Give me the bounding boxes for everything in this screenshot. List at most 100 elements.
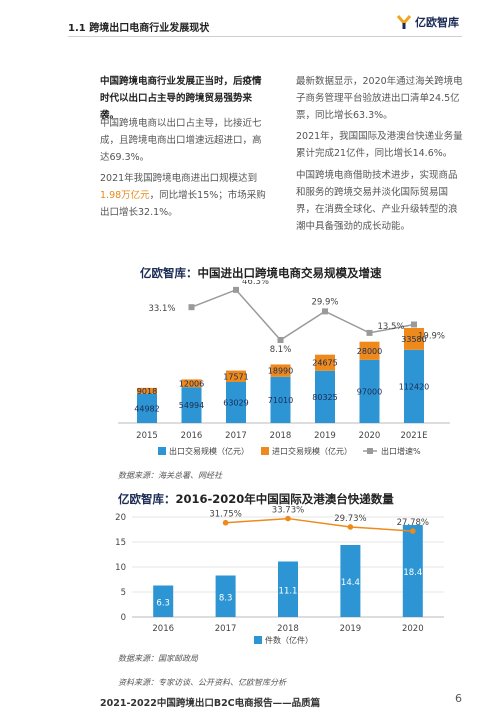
chart2-bar [402, 525, 423, 617]
chart1-import-bar [404, 328, 424, 350]
chart2-y-tick: 10 [115, 563, 126, 573]
chart1-growth-label: 33.1% [148, 304, 175, 314]
chart1-x-tick: 2021E [400, 431, 427, 441]
chart2-legend-label: 件数（亿件） [265, 635, 313, 645]
chart1-growth-point [277, 336, 284, 343]
chart2-bar-label: 6.3 [156, 598, 170, 608]
brand-logo: 亿欧智库 [396, 14, 459, 30]
chart1-legend-growth: 出口增速% [381, 446, 421, 456]
chart1-legend-swatch-export [158, 447, 166, 455]
chart2-legend-swatch [254, 636, 262, 644]
chart2-bar [215, 575, 236, 617]
chart1-import-label: 24675 [312, 359, 337, 368]
left-paragraph-1: 中国跨境电商行业发展正当时，后疫情时代以出口占主导的跨境贸易强势来袭。 [100, 73, 270, 124]
chart1-export-bar [137, 393, 157, 423]
chart1-source: 数据来源：海关总署、网经社 [118, 471, 222, 480]
chart2-rate-label: 31.75% [209, 510, 241, 520]
chart1-import-bar [226, 370, 246, 382]
chart2-rate-label: 29.73% [334, 514, 366, 524]
chart1-x-tick: 2019 [314, 431, 336, 441]
chart1-import-label: 12006 [179, 379, 204, 388]
chart2-svg: 0 5 10 15 20 6.3 2016 8.3 2017 11.1 2018 14.4 2019 18… [115, 506, 444, 645]
chart1-import-label: 9018 [137, 387, 157, 396]
chart1-growth-point [322, 308, 328, 315]
chart1-import-bar [181, 379, 202, 388]
left-paragraph-3-b: ，同比增长15%；市场采购出口增长32.1%。 [100, 190, 266, 218]
chart1-export-label: 97000 [357, 387, 382, 396]
chart1-import-bar [137, 387, 157, 394]
chart1-legend-import: 进口交易规模（亿元） [272, 446, 352, 456]
chart1-growth-point [366, 329, 373, 336]
chart1-title: 亿欧智库：中国进出口跨境电商交易规模及增速 [140, 265, 382, 281]
chart1-x-tick: 2017 [225, 431, 247, 441]
chart1-x-tick: 2018 [270, 431, 292, 441]
chart1-legend-swatch-growth-marker [367, 448, 373, 454]
chart1-growth-label: 29.9% [311, 297, 338, 307]
chart2-bar [340, 545, 361, 617]
chart2-bar [153, 585, 174, 617]
chart2-x-tick: 2017 [215, 624, 237, 634]
chart1-export-bar [359, 359, 380, 423]
left-paragraph-3-a: 2021年我国跨境电商进出口规模达到 [100, 173, 258, 184]
chart1-legend-export: 出口交易规模（亿元） [169, 446, 249, 456]
chart2-x-tick: 2020 [402, 624, 424, 634]
section-title: 1.1 跨境出口电商行业发展现状 [68, 23, 210, 34]
chart1-growth-point [411, 321, 417, 328]
left-paragraph-3: 2021年我国跨境电商进出口规模达到 1.98万亿元，同比增长15%；市场采购出口… [100, 170, 270, 221]
chart2-rate-point [285, 515, 291, 522]
chart2-title: 亿欧智库：2016-2020年中国国际及港澳台快递数量 [118, 491, 394, 507]
chart2-rate-point [222, 519, 229, 526]
chart1-growth-label: 46.3% [242, 280, 269, 287]
chart2-bar [278, 561, 298, 617]
chart1-growth-label: 8.1% [270, 345, 292, 355]
chart2-rate-line [225, 517, 413, 532]
chart1-export-bar [270, 376, 291, 423]
chart1-import-label: 33580 [401, 335, 426, 344]
chart1-x-tick: 2016 [181, 431, 203, 441]
right-paragraph-2: 2021年，我国国际及港澳台快递业务量累计完成21亿件，同比增长14.6%。 [296, 131, 463, 159]
logo-text: 亿欧智库 [415, 16, 459, 29]
highlight-value: 1.98万亿元 [100, 190, 150, 201]
chart2-bar-label: 11.1 [279, 586, 298, 596]
chart1-legend-swatch-import [261, 447, 269, 455]
chart2-x-tick: 2019 [340, 624, 362, 634]
header-divider [68, 36, 462, 37]
chart1-import-label: 17571 [223, 372, 248, 381]
right-paragraph-1: 最新数据显示，2020年通过海关跨境电子商务管理平台验放进出口清单24.5亿票，… [296, 76, 463, 121]
chart1-growth-point [233, 286, 239, 293]
chart1-growth-line [191, 288, 415, 341]
chart2-rate-point [347, 524, 354, 530]
chart1-svg: 44982 9018 2015 54994 12006 2016 63029 17571 201… [118, 280, 450, 456]
chart1-export-label: 63029 [223, 398, 248, 407]
chart1-export-bar [404, 349, 424, 423]
chart2-y-tick: 5 [121, 588, 126, 598]
chart2-y-tick: 20 [115, 513, 126, 523]
chart2-bar-label: 8.3 [219, 593, 233, 603]
chart1-growth-label: 19.9% [418, 331, 445, 341]
chart1-import-bar [315, 354, 335, 371]
chart1-export-label: 54994 [179, 401, 204, 410]
left-paragraph-1-text: 中国跨境电商行业发展正当时，后疫情时代以出口占主导的跨境贸易强势来袭。 [100, 76, 262, 121]
chart2-y-tick: 0 [121, 613, 126, 623]
chart1-import-bar [359, 341, 380, 360]
chart1-growth-point [188, 304, 195, 311]
page-number: 6 [455, 692, 462, 705]
chart1-export-bar [226, 381, 246, 423]
bottom-source: 资料来源：专家访谈、公开资料、亿欧智库分析 [118, 678, 286, 687]
chart1-import-label: 18990 [268, 367, 293, 376]
chart1-growth-label: 13.5% [378, 322, 405, 332]
chart2-rate-point [410, 528, 416, 534]
chart1-export-bar [181, 387, 202, 423]
chart1-export-label: 71010 [268, 396, 293, 405]
chart1-title-text: 中国进出口跨境电商交易规模及增速 [197, 266, 382, 280]
chart1-export-label: 80325 [312, 393, 337, 402]
chart1-import-label: 28000 [357, 347, 382, 356]
chart2-title-text: 2016-2020年中国国际及港澳台快递数量 [175, 492, 394, 506]
chart2-x-tick: 2018 [277, 624, 299, 634]
chart2-source: 数据来源：国家邮政局 [118, 654, 198, 663]
chart2-bar-label: 18.4 [403, 568, 422, 578]
chart1-x-tick: 2020 [359, 431, 381, 441]
chart1-export-label: 112420 [399, 382, 430, 391]
chart2-rate-label: 27.78% [397, 518, 429, 528]
right-paragraph-3: 中国跨境电商借助技术进步，实现商品和服务的跨境交易并淡化国际贸易国界，在消费全球… [296, 170, 458, 232]
